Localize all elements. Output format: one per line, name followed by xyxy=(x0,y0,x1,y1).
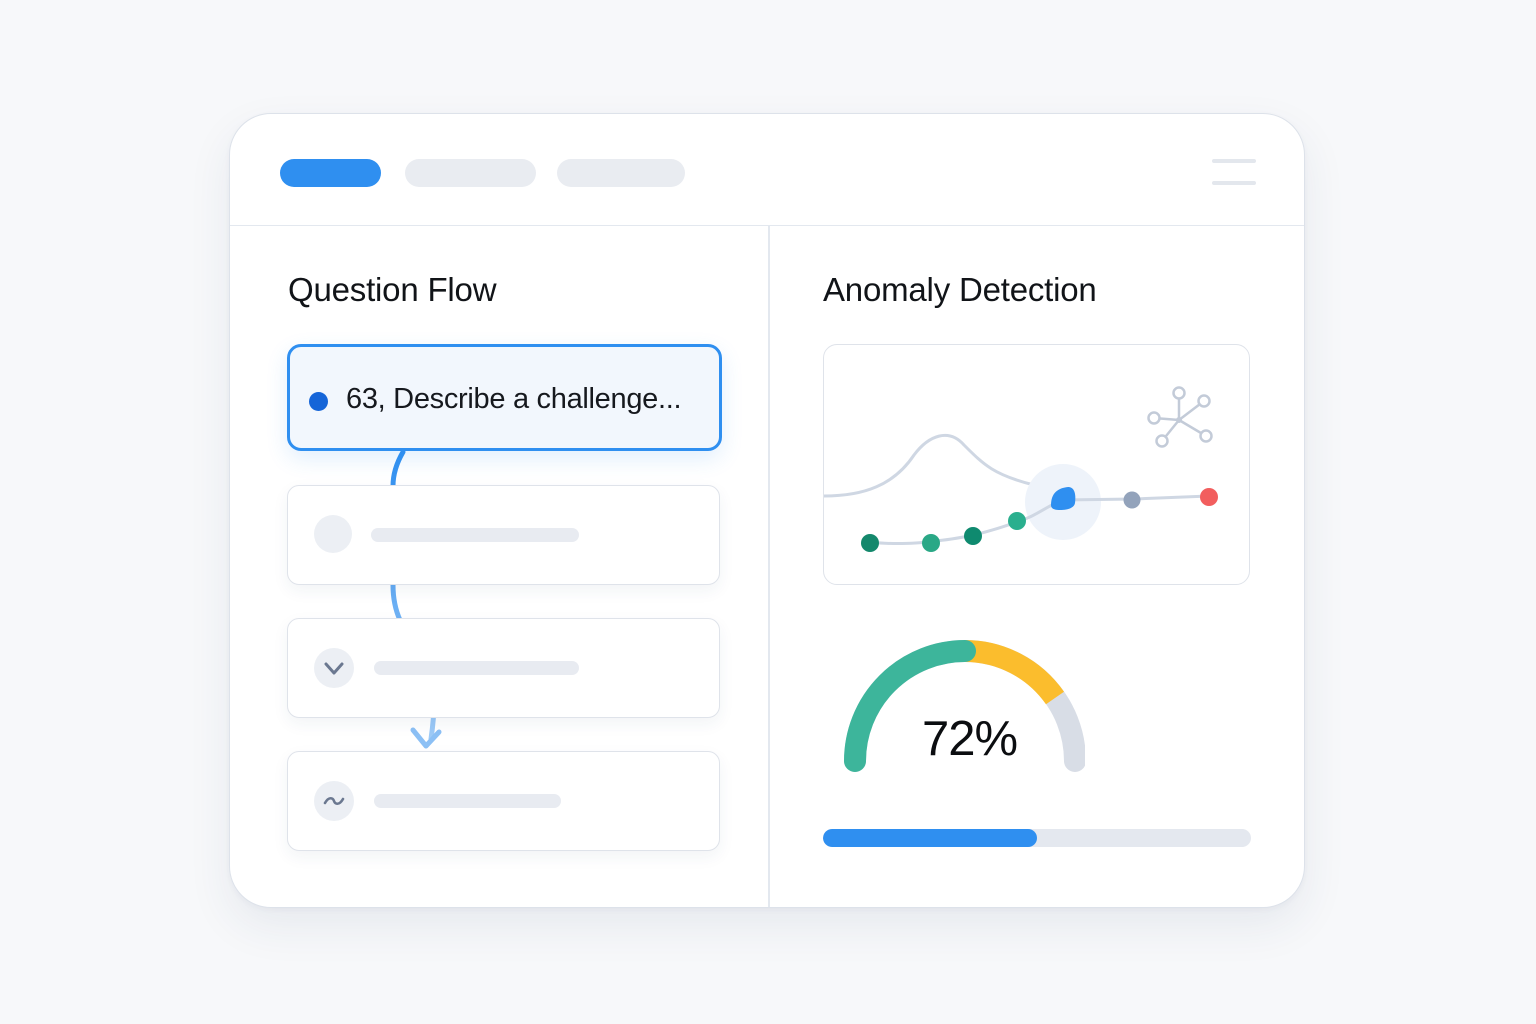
question-placeholder-bar xyxy=(374,661,579,675)
question-item[interactable] xyxy=(287,618,720,718)
gauge-value: 72% xyxy=(922,712,1018,766)
dot-icon xyxy=(309,392,328,411)
question-item[interactable] xyxy=(287,751,720,851)
tab-2[interactable] xyxy=(405,159,536,187)
check-icon xyxy=(314,648,354,688)
tab-3[interactable] xyxy=(557,159,685,187)
empty-circle-icon xyxy=(314,515,352,553)
anomaly-detection-title: Anomaly Detection xyxy=(823,271,1097,308)
data-point-normal xyxy=(861,534,879,552)
network-graph-icon xyxy=(1147,386,1213,448)
gauge-segment-yellow xyxy=(964,640,1065,705)
question-item-active[interactable]: 63, Describe a challenge... xyxy=(287,344,722,451)
menu-line xyxy=(1212,181,1256,185)
progress-fill xyxy=(823,829,1037,847)
question-flow-title: Question Flow xyxy=(288,271,497,308)
flow-arrow-head xyxy=(410,727,442,749)
data-point-neutral xyxy=(1123,491,1141,509)
menu-line xyxy=(1212,159,1256,163)
top-bar xyxy=(230,114,1304,226)
hamburger-menu-icon[interactable] xyxy=(1212,159,1256,189)
panel-divider xyxy=(768,226,770,907)
gauge-segment-green xyxy=(844,640,976,772)
question-item[interactable] xyxy=(287,485,720,585)
data-point-selected xyxy=(1051,487,1076,510)
data-point-normal xyxy=(922,534,940,552)
wave-icon xyxy=(314,781,354,821)
data-point-anomaly xyxy=(1200,488,1218,506)
question-placeholder-bar xyxy=(371,528,579,542)
dashboard-window: Question Flow Anomaly Detection 63, Desc… xyxy=(229,113,1305,908)
gauge-chart xyxy=(844,640,1085,772)
question-placeholder-bar xyxy=(374,794,561,808)
question-text: 63, Describe a challenge... xyxy=(346,383,682,415)
tab-1[interactable] xyxy=(280,159,381,187)
anomaly-chart xyxy=(823,344,1250,585)
anomaly-chart-svg xyxy=(824,386,1218,552)
data-point-normal xyxy=(1008,512,1026,530)
progress-bar xyxy=(823,829,1251,847)
distribution-curve xyxy=(824,434,1066,498)
data-point-normal xyxy=(964,527,982,545)
